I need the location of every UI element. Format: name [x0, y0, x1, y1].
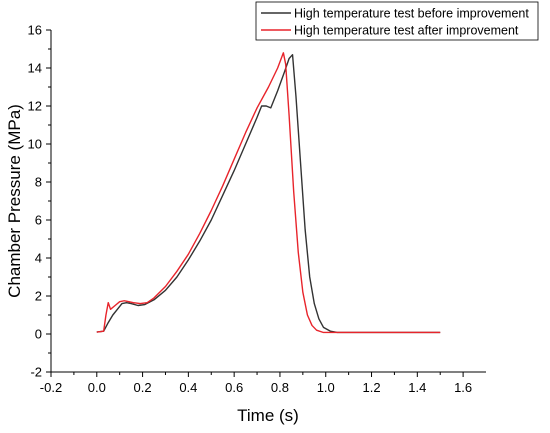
x-tick-label: 0.6 — [225, 380, 243, 395]
x-tick-label: 1.0 — [317, 380, 335, 395]
x-tick-label: 1.6 — [454, 380, 472, 395]
y-tick-label: 4 — [35, 251, 42, 266]
y-tick-label: 6 — [35, 213, 42, 228]
y-tick-label: 2 — [35, 289, 42, 304]
x-tick-label: 1.4 — [408, 380, 426, 395]
x-tick-label: 0.0 — [88, 380, 106, 395]
y-tick-label: 10 — [28, 137, 42, 152]
y-tick-label: 0 — [35, 327, 42, 342]
y-tick-label: -2 — [30, 365, 42, 380]
series-layer — [96, 52, 441, 334]
y-tick-label: 8 — [35, 175, 42, 190]
x-tick-label: 1.2 — [362, 380, 380, 395]
y-tick-label: 16 — [28, 23, 42, 38]
series-line-1 — [96, 54, 441, 334]
legend-label-1: High temperature test before improvement — [294, 7, 529, 21]
legend-label-2: High temperature test after improvement — [294, 24, 519, 38]
x-axis-title: Time (s) — [237, 406, 299, 425]
y-tick-label: 12 — [28, 99, 42, 114]
y-tick-label: 14 — [28, 61, 42, 76]
ticks-layer: -0.2 0.0 0.2 0.4 0.6 0.8 1.0 1.2 1.4 1.6 -2 0 2 4 6 8 10… — [28, 23, 473, 396]
y-axis-title: Chamber Pressure (MPa) — [5, 104, 24, 298]
series-line-2 — [96, 52, 441, 334]
legend: High temperature test before improvement… — [255, 1, 539, 41]
x-tick-label: 0.4 — [179, 380, 197, 395]
x-tick-label: -0.2 — [40, 380, 62, 395]
x-tick-label: 0.8 — [271, 380, 289, 395]
legend-box — [255, 1, 539, 41]
x-tick-label: 0.2 — [134, 380, 152, 395]
